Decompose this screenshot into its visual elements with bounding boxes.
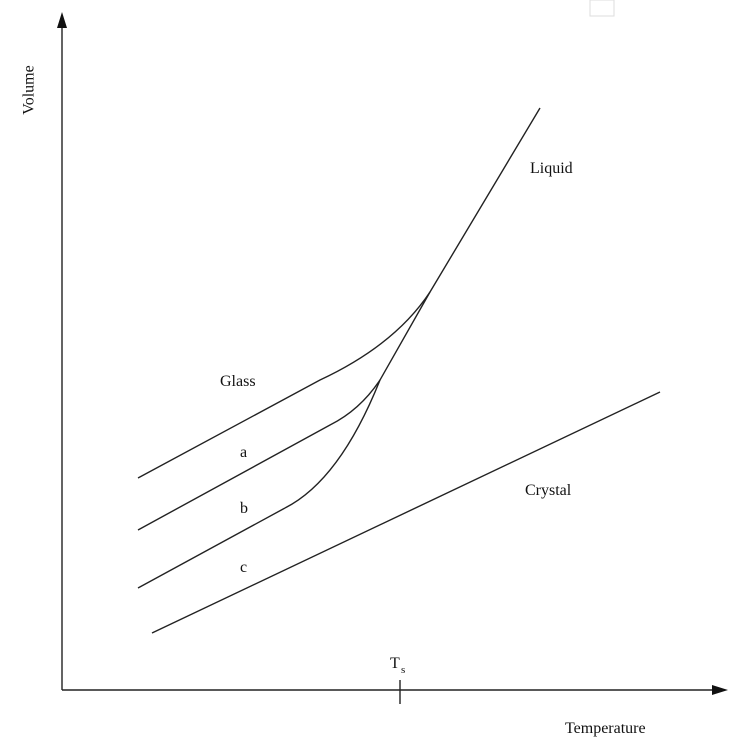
tick-subscript: s <box>401 664 405 676</box>
crystal-label: Crystal <box>525 482 572 499</box>
liquid-label: Liquid <box>530 160 573 177</box>
a-label: a <box>240 444 247 461</box>
glass-label: Glass <box>220 373 256 390</box>
a-curve <box>137 379 381 531</box>
glass-curve <box>137 291 431 479</box>
y-label: Volume <box>21 65 38 114</box>
corner-box <box>589 0 615 17</box>
tick-label: T <box>390 655 400 672</box>
x-label: Temperature <box>565 720 646 737</box>
crystal-line <box>151 391 661 634</box>
c-label: c <box>240 559 247 576</box>
x-arrow <box>712 685 728 695</box>
liquid-curve <box>284 107 541 509</box>
b-label: b <box>240 500 248 517</box>
b-curve <box>137 507 286 589</box>
y-arrow <box>57 12 67 28</box>
